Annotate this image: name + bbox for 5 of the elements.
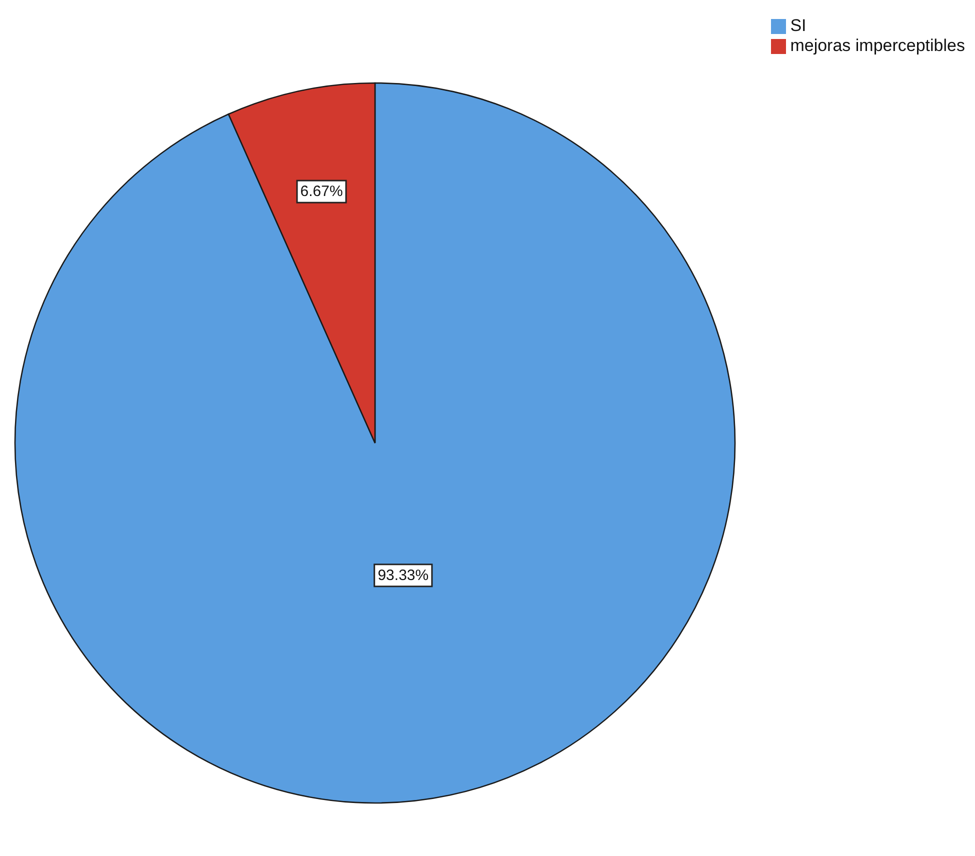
data-label: 93.33% [378, 566, 429, 584]
pie-slice [14, 82, 736, 804]
legend-label: mejoras imperceptibles [790, 36, 965, 55]
data-label: 6.67% [300, 183, 343, 200]
legend-label: SI [790, 16, 806, 35]
